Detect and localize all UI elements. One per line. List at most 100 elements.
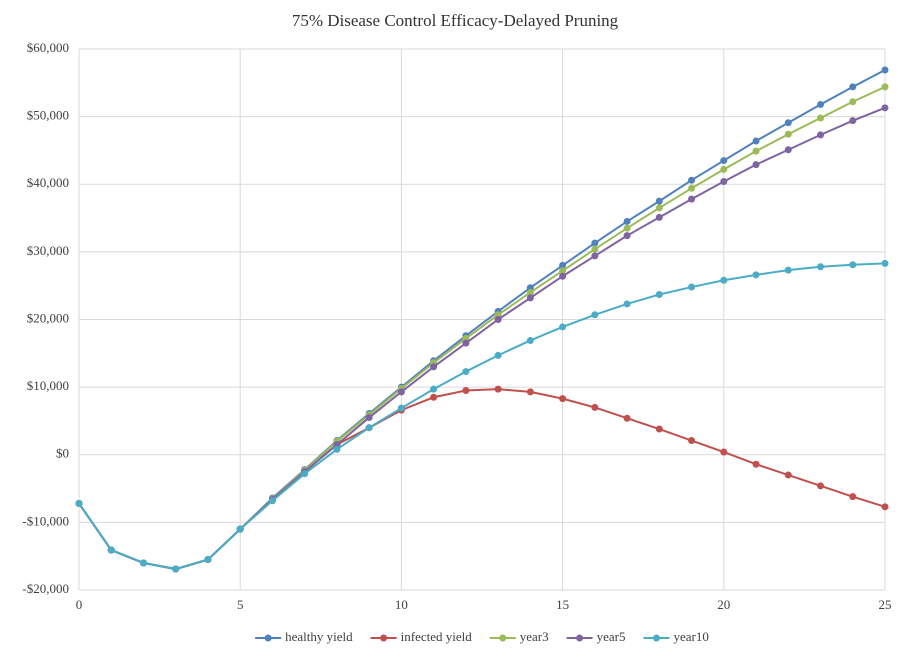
point xyxy=(430,385,438,393)
point xyxy=(655,425,663,433)
x-tick-label: 5 xyxy=(237,597,244,612)
point xyxy=(462,387,470,395)
legend-item: year3 xyxy=(489,629,549,644)
point xyxy=(526,388,534,396)
point xyxy=(849,117,857,125)
point xyxy=(688,176,696,184)
series-line xyxy=(78,262,886,571)
point xyxy=(139,559,147,567)
point xyxy=(591,252,599,260)
point xyxy=(720,448,728,456)
legend-marker xyxy=(380,634,388,642)
point xyxy=(623,232,631,240)
x-tick-label: 20 xyxy=(717,597,730,612)
point xyxy=(591,239,599,247)
legend-marker xyxy=(499,634,507,642)
y-tick-label: -$20,000 xyxy=(22,581,69,596)
point xyxy=(881,259,889,267)
point xyxy=(655,213,663,221)
point xyxy=(591,245,599,253)
x-tick-label: 15 xyxy=(556,597,569,612)
point xyxy=(688,283,696,291)
point xyxy=(784,130,792,138)
point xyxy=(655,204,663,212)
point xyxy=(430,393,438,401)
legend-label: infected yield xyxy=(401,629,473,644)
point xyxy=(752,137,760,145)
point xyxy=(784,266,792,274)
point xyxy=(623,217,631,225)
legend-item: year5 xyxy=(566,629,626,644)
point xyxy=(494,385,502,393)
point xyxy=(365,424,373,432)
x-tick-label: 10 xyxy=(395,597,408,612)
point xyxy=(301,470,309,478)
point xyxy=(655,197,663,205)
point xyxy=(236,525,244,533)
y-tick-label: $10,000 xyxy=(27,378,69,393)
series-line xyxy=(78,106,886,571)
legend-label: year3 xyxy=(520,629,549,644)
point xyxy=(623,224,631,232)
point xyxy=(817,114,825,122)
x-tick-label: 25 xyxy=(879,597,892,612)
point xyxy=(849,83,857,91)
point xyxy=(268,497,276,505)
point xyxy=(559,267,567,275)
point xyxy=(623,300,631,308)
legend-label: year10 xyxy=(674,629,709,644)
point xyxy=(559,323,567,331)
point xyxy=(752,460,760,468)
point xyxy=(817,263,825,271)
point xyxy=(591,403,599,411)
point xyxy=(559,272,567,280)
y-tick-label: $60,000 xyxy=(27,40,69,55)
point xyxy=(849,493,857,501)
legend-item: healthy yield xyxy=(255,629,353,644)
point xyxy=(655,290,663,298)
point xyxy=(333,445,341,453)
point xyxy=(688,195,696,203)
point xyxy=(204,556,212,564)
y-tick-label: $20,000 xyxy=(27,310,69,325)
point xyxy=(752,161,760,169)
point xyxy=(720,165,728,173)
point xyxy=(817,131,825,139)
y-tick-label: $50,000 xyxy=(27,108,69,123)
point xyxy=(784,119,792,127)
point xyxy=(688,184,696,192)
point xyxy=(688,437,696,445)
point xyxy=(430,363,438,371)
point xyxy=(397,404,405,412)
point xyxy=(397,388,405,396)
legend-marker xyxy=(653,634,660,642)
point xyxy=(526,336,534,344)
legend-marker xyxy=(264,634,272,642)
x-tick-label: 0 xyxy=(76,597,83,612)
point xyxy=(784,146,792,154)
point xyxy=(752,147,760,155)
point xyxy=(881,83,889,91)
legend-item: infected yield xyxy=(370,629,473,644)
point xyxy=(849,98,857,106)
series-line xyxy=(78,388,886,571)
series-line xyxy=(78,85,886,571)
point xyxy=(172,565,180,573)
point xyxy=(881,503,889,511)
legend-label: year5 xyxy=(597,629,626,644)
point xyxy=(526,294,534,302)
point xyxy=(75,499,83,507)
point xyxy=(365,414,373,422)
legend-item: year10 xyxy=(643,629,709,644)
point xyxy=(107,546,115,554)
point xyxy=(462,368,470,376)
grid xyxy=(78,48,886,591)
legend-label: healthy yield xyxy=(285,629,353,644)
point xyxy=(881,104,889,112)
point xyxy=(817,100,825,108)
y-tick-label: -$10,000 xyxy=(22,513,69,528)
chart-title: 75% Disease Control Efficacy-Delayed Pru… xyxy=(292,11,619,30)
point xyxy=(720,276,728,284)
y-tick-label: $40,000 xyxy=(27,175,69,190)
